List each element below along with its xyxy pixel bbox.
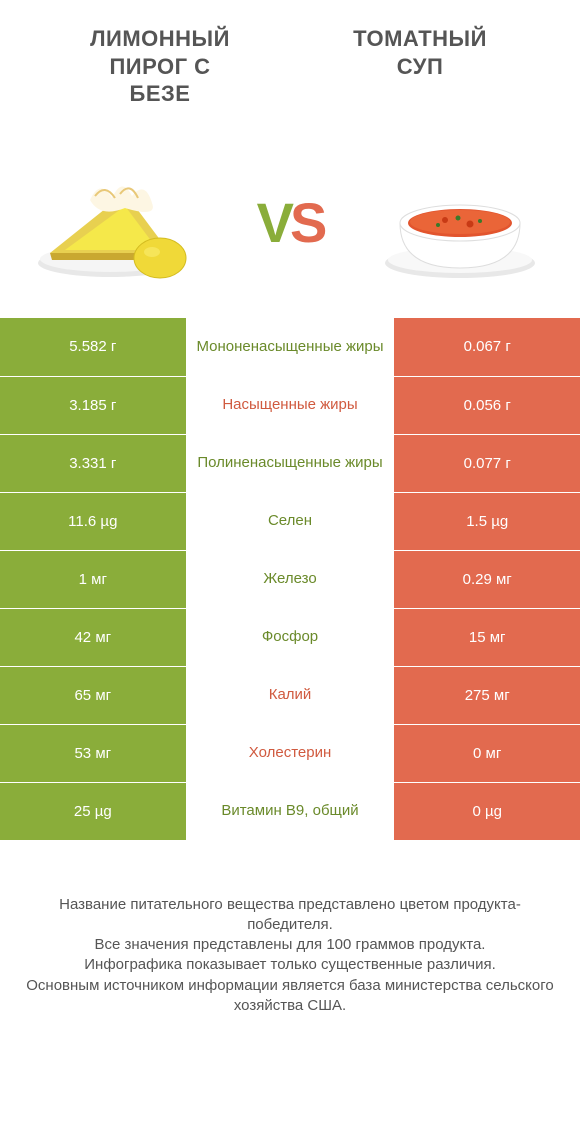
vs-v-letter: V	[257, 191, 290, 254]
table-row: 42 мгФосфор15 мг	[0, 608, 580, 666]
left-value: 53 мг	[0, 725, 186, 782]
table-row: 25 µgВитамин B9, общий0 µg	[0, 782, 580, 840]
footer-notes: Название питательного вещества представл…	[0, 840, 580, 1037]
vs-label: VS	[257, 190, 324, 255]
left-food-header: ЛИМОННЫЙ ПИРОГ С БЕЗЕ	[30, 25, 290, 108]
left-food-illustration	[30, 158, 210, 288]
right-food-header: ТОМАТНЫЙ СУП	[290, 25, 550, 108]
nutrient-label: Калий	[186, 667, 395, 724]
footer-line: Основным источником информации является …	[25, 976, 555, 1017]
right-value: 0.056 г	[394, 377, 580, 434]
nutrient-label: Селен	[186, 493, 395, 550]
nutrient-table: 5.582 гМононенасыщенные жиры0.067 г3.185…	[0, 318, 580, 840]
nutrient-label: Железо	[186, 551, 395, 608]
right-value: 0.29 мг	[394, 551, 580, 608]
right-value: 0.077 г	[394, 435, 580, 492]
left-value: 5.582 г	[0, 318, 186, 376]
right-value: 15 мг	[394, 609, 580, 666]
table-row: 5.582 гМононенасыщенные жиры0.067 г	[0, 318, 580, 376]
table-row: 3.185 гНасыщенные жиры0.056 г	[0, 376, 580, 434]
nutrient-label: Насыщенные жиры	[186, 377, 395, 434]
table-row: 53 мгХолестерин0 мг	[0, 724, 580, 782]
left-value: 65 мг	[0, 667, 186, 724]
right-value: 275 мг	[394, 667, 580, 724]
left-food-title: ЛИМОННЫЙ ПИРОГ С БЕЗЕ	[30, 25, 290, 108]
nutrient-label: Полиненасыщенные жиры	[186, 435, 395, 492]
right-food-illustration	[370, 158, 550, 288]
left-value: 11.6 µg	[0, 493, 186, 550]
nutrient-label: Холестерин	[186, 725, 395, 782]
nutrient-label: Мононенасыщенные жиры	[186, 318, 395, 376]
table-row: 11.6 µgСелен1.5 µg	[0, 492, 580, 550]
left-value: 3.331 г	[0, 435, 186, 492]
right-value: 0 мг	[394, 725, 580, 782]
nutrient-label: Витамин B9, общий	[186, 783, 395, 840]
right-value: 1.5 µg	[394, 493, 580, 550]
header-row: ЛИМОННЫЙ ПИРОГ С БЕЗЕ ТОМАТНЫЙ СУП	[0, 0, 580, 118]
left-value: 1 мг	[0, 551, 186, 608]
right-value: 0.067 г	[394, 318, 580, 376]
footer-line: Все значения представлены для 100 граммо…	[25, 935, 555, 955]
footer-line: Инфографика показывает только существенн…	[25, 955, 555, 975]
right-food-title: ТОМАТНЫЙ СУП	[290, 25, 550, 80]
table-row: 3.331 гПолиненасыщенные жиры0.077 г	[0, 434, 580, 492]
left-value: 42 мг	[0, 609, 186, 666]
left-value: 25 µg	[0, 783, 186, 840]
nutrient-label: Фосфор	[186, 609, 395, 666]
footer-line: Название питательного вещества представл…	[25, 895, 555, 936]
right-value: 0 µg	[394, 783, 580, 840]
images-row: VS	[0, 118, 580, 318]
table-row: 1 мгЖелезо0.29 мг	[0, 550, 580, 608]
left-value: 3.185 г	[0, 377, 186, 434]
vs-s-letter: S	[290, 191, 323, 254]
table-row: 65 мгКалий275 мг	[0, 666, 580, 724]
